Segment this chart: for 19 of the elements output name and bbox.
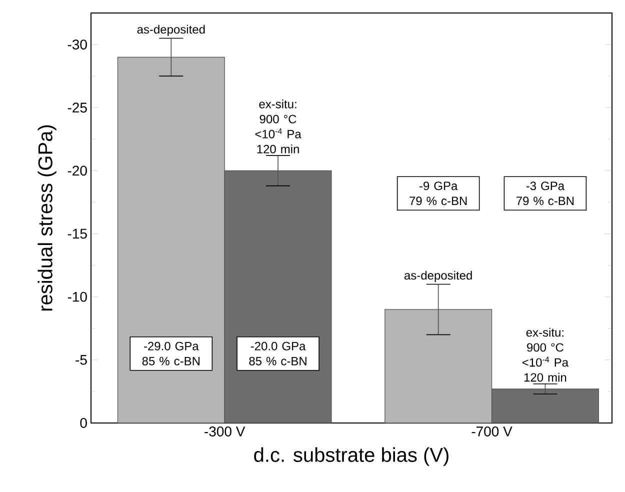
y-tick-label: -25 — [68, 102, 87, 113]
annotation: -3 GPa 79 % c-BN — [516, 182, 574, 206]
annotation: -20.0 GPa 85 % c-BN — [249, 342, 306, 366]
series-label: ex-situ: 900 °C <10$^{-4}$ Pa 120 min — [522, 328, 569, 382]
y-axis-title: residual stress (GPa) — [38, 125, 56, 311]
y-tick-label: 0 — [80, 418, 87, 428]
y-tick-label: -30 — [68, 40, 87, 50]
annotation: -29.0 GPa 85 % c-BN — [142, 342, 200, 366]
y-tick-label: -20 — [68, 166, 87, 176]
y-tick-label: -5 — [76, 355, 87, 365]
text: ex-situ: 900 °C <10$^{-4}$ Pa 120 min — [255, 100, 302, 154]
y-tick-label: -10 — [68, 292, 87, 302]
x-tick-label: -700 V — [472, 426, 512, 436]
x-tick-label: -300 V — [204, 426, 246, 436]
text: as-deposited — [404, 270, 472, 282]
y-tick-label: -15 — [68, 228, 87, 239]
x-axis-title: d.c. substrate bias (V) — [254, 447, 448, 466]
annotation: -9 GPa 79 % c-BN — [410, 182, 467, 206]
series-label: as-deposited — [137, 24, 205, 36]
